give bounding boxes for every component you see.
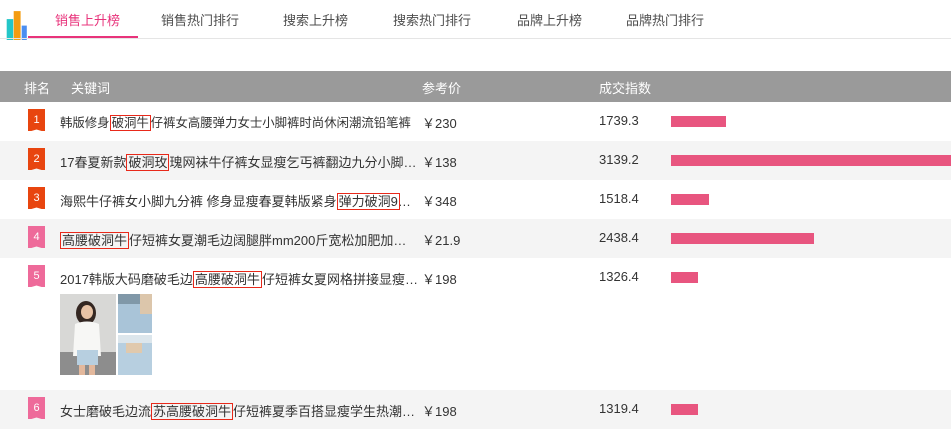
svg-text:2: 2 [33, 153, 39, 165]
svg-text:3: 3 [33, 192, 39, 204]
svg-text:1: 1 [33, 114, 39, 126]
svg-text:6: 6 [33, 402, 39, 414]
svg-text:4: 4 [33, 231, 39, 243]
svg-text:5: 5 [33, 270, 39, 282]
